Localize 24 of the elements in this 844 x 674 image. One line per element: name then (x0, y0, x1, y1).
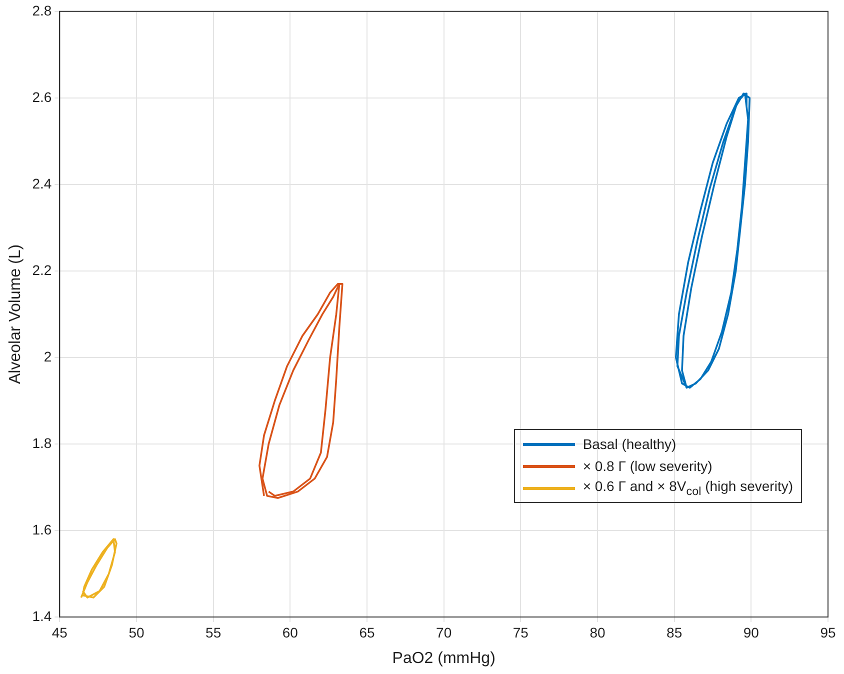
y-tick-label: 2.8 (32, 2, 52, 18)
y-tick-label: 2.2 (32, 262, 52, 278)
y-axis-title: Alveolar Volume (L) (7, 244, 24, 384)
y-tick-label: 1.4 (32, 608, 52, 624)
legend-label: Basal (healthy) (582, 436, 676, 452)
x-tick-label: 60 (282, 624, 298, 640)
x-tick-label: 50 (128, 624, 144, 640)
x-tick-label: 75 (512, 624, 529, 640)
legend-label: × 0.6 Γ and × 8V$_{col}$ (high severity) (582, 478, 793, 498)
y-tick-label: 2.6 (32, 88, 52, 105)
y-tick-label: 2 (44, 348, 52, 364)
x-tick-label: 70 (436, 624, 452, 640)
x-tick-label: 65 (359, 624, 375, 640)
x-tick-label: 45 (52, 624, 68, 640)
x-tick-label: 55 (206, 624, 222, 640)
y-tick-label: 2.4 (32, 175, 52, 192)
y-tick-label: 1.6 (32, 521, 52, 538)
x-tick-label: 90 (743, 624, 760, 640)
x-tick-label: 95 (820, 624, 836, 640)
y-tick-label: 1.8 (32, 434, 52, 451)
legend-label: × 0.8 Γ (low severity) (582, 458, 712, 474)
x-tick-label: 80 (590, 624, 606, 640)
x-tick-label: 85 (666, 624, 682, 640)
x-axis-title: PaO2 (mmHg) (392, 650, 496, 667)
